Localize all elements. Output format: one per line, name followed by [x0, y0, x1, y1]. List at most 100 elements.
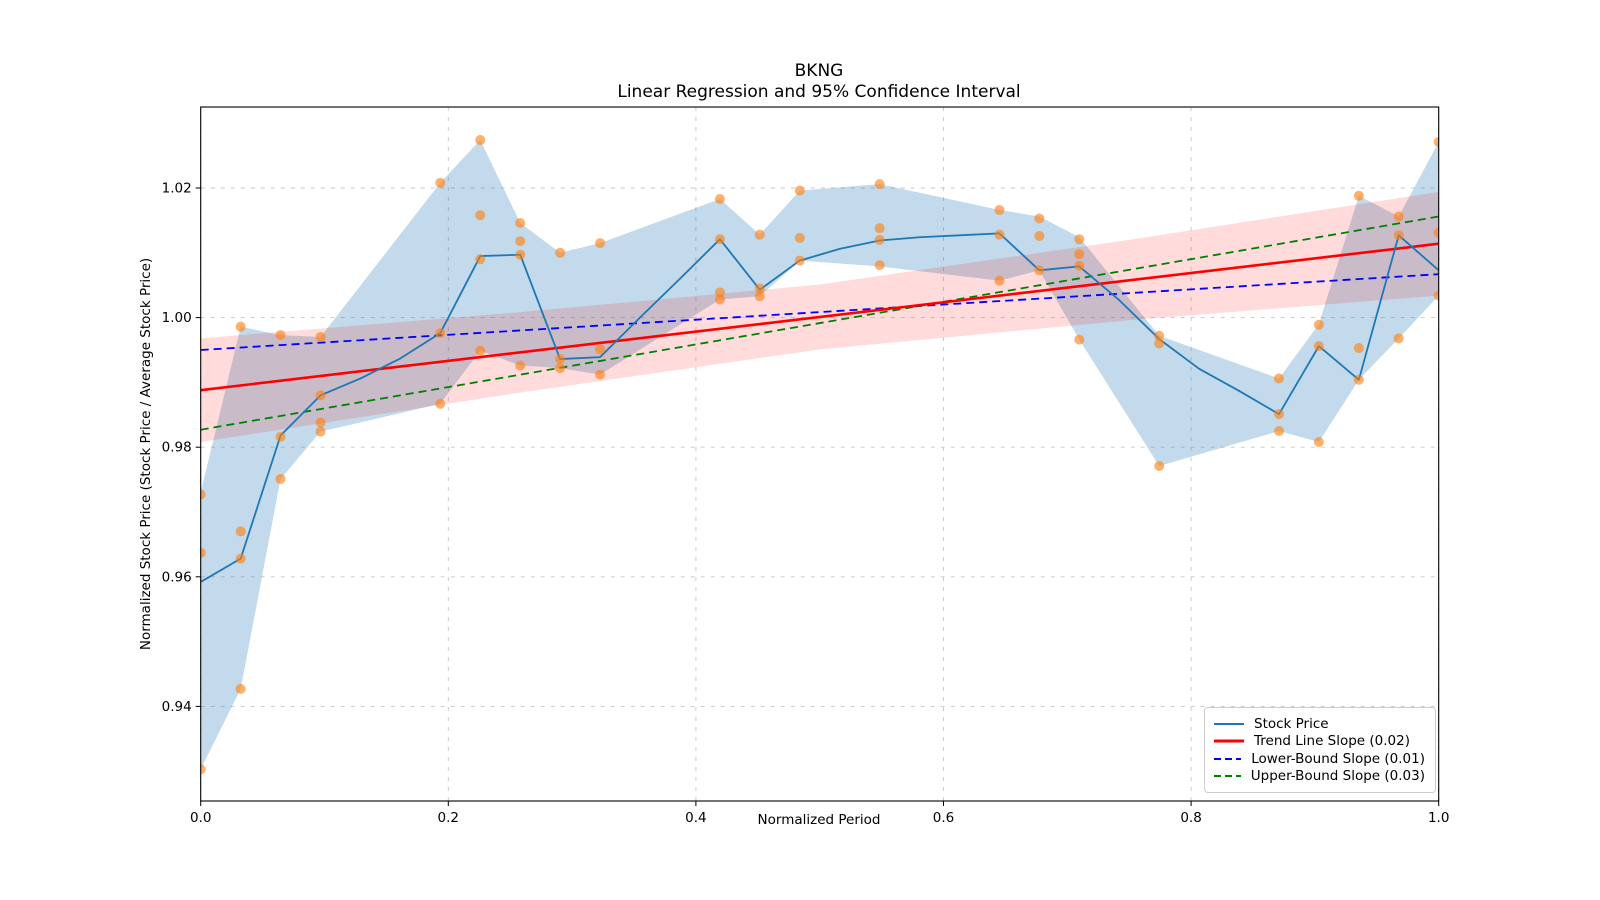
scatter-point [1074, 234, 1085, 245]
x-axis-label: Normalized Period [757, 812, 881, 828]
x-tick-label: 0.8 [1180, 810, 1201, 826]
scatter-point [1353, 190, 1364, 201]
scatter-point [754, 283, 765, 294]
stock-price-line [200, 232, 1439, 583]
legend: Stock Price Trend Line Slope (0.02) Lower-… [1204, 707, 1436, 793]
chart-title-block: BKNG Linear Regression and 95% Confidenc… [617, 61, 1020, 103]
x-tick-label: 0.0 [190, 810, 211, 826]
scatter-point [515, 217, 526, 228]
scatter-point [200, 764, 206, 775]
scatter-point [595, 238, 606, 249]
scatter-point [1273, 409, 1284, 420]
scatter-point [595, 344, 606, 355]
scatter-point [874, 223, 885, 234]
y-tick-label: 0.94 [162, 699, 192, 715]
scatter-point [1313, 319, 1324, 330]
scatter-point [315, 417, 326, 428]
y-axis-label: Normalized Stock Price (Stock Price / Av… [138, 257, 154, 651]
stock-confidence-band [200, 140, 1439, 770]
scatter-point [435, 328, 446, 339]
scatter-point [1074, 249, 1085, 260]
scatter-point [1034, 265, 1045, 276]
scatter-point [200, 547, 206, 558]
scatter-point [555, 247, 566, 258]
x-tick-label: 0.6 [933, 810, 954, 826]
legend-label: Stock Price [1254, 715, 1329, 732]
lower-bound-line [200, 273, 1439, 351]
x-tick-label: 1.0 [1428, 810, 1449, 826]
scatter-point [754, 291, 765, 302]
scatter-point [1154, 330, 1165, 341]
scatter-point [475, 345, 486, 356]
scatter-point [874, 260, 885, 271]
scatter-point [994, 205, 1005, 216]
scatter-point [315, 426, 326, 437]
scatter-point [1273, 373, 1284, 384]
y-tick-label: 1.02 [162, 180, 192, 196]
legend-item: Lower-Bound Slope (0.01) [1214, 750, 1425, 768]
scatter-point [794, 232, 805, 243]
x-tick-label: 0.2 [438, 810, 459, 826]
scatter-point [1393, 211, 1404, 222]
y-tick-label: 1.00 [162, 310, 192, 326]
scatter-point [555, 363, 566, 374]
scatter-point [275, 473, 286, 484]
chart-subtitle: Linear Regression and 95% Confidence Int… [617, 82, 1021, 102]
x-tick-label: 0.4 [685, 810, 706, 826]
scatter-point [1034, 230, 1045, 241]
trend-line [200, 242, 1439, 392]
scatter-point [994, 229, 1005, 240]
legend-swatch-dashed-line [1214, 757, 1242, 760]
legend-item: Upper-Bound Slope (0.03) [1214, 768, 1425, 786]
upper-bound-line [200, 215, 1439, 431]
scatter-point [1433, 290, 1439, 301]
scatter-point [1393, 333, 1404, 344]
scatter-point [315, 390, 326, 401]
scatter-point [1433, 227, 1439, 238]
scatter-point [515, 360, 526, 371]
scatter-point [874, 179, 885, 190]
scatter-point [235, 526, 246, 537]
scatter-point [235, 553, 246, 564]
scatter-point [714, 194, 725, 205]
scatter-point [275, 431, 286, 442]
scatter-point [714, 287, 725, 298]
scatter-point [874, 234, 885, 245]
scatter-point [1313, 437, 1324, 448]
scatter-point [1313, 341, 1324, 352]
scatter-point [235, 321, 246, 332]
scatter-point [235, 683, 246, 694]
legend-swatch-dashed-line [1214, 775, 1241, 778]
scatter-point [435, 398, 446, 409]
legend-item: Stock Price [1214, 715, 1425, 733]
scatter-point [475, 210, 486, 221]
scatter-point [994, 275, 1005, 286]
scatter-point [754, 229, 765, 240]
y-tick-label: 0.96 [162, 569, 192, 585]
y-tick-label: 0.98 [162, 440, 192, 456]
scatter-point [435, 177, 446, 188]
scatter-point [475, 254, 486, 265]
scatter-point [1393, 230, 1404, 241]
scatter-point [714, 234, 725, 245]
scatter-point [515, 236, 526, 247]
legend-swatch-line [1214, 722, 1244, 725]
scatter-point [515, 249, 526, 260]
scatter-point [794, 255, 805, 266]
scatter-point [1154, 338, 1165, 349]
legend-label: Lower-Bound Slope (0.01) [1251, 750, 1425, 767]
scatter-point [714, 294, 725, 305]
chart-title: BKNG [794, 61, 844, 81]
legend-swatch-line [1214, 739, 1244, 743]
scatter-point [1433, 136, 1439, 147]
scatter-point [200, 489, 206, 500]
axes-spines [200, 106, 1440, 802]
scatter-point [1074, 334, 1085, 345]
scatter-point [475, 135, 486, 146]
scatter-point [1034, 213, 1045, 224]
legend-label: Upper-Bound Slope (0.03) [1250, 768, 1425, 785]
scatter-point [794, 185, 805, 196]
scatter-point [555, 354, 566, 365]
